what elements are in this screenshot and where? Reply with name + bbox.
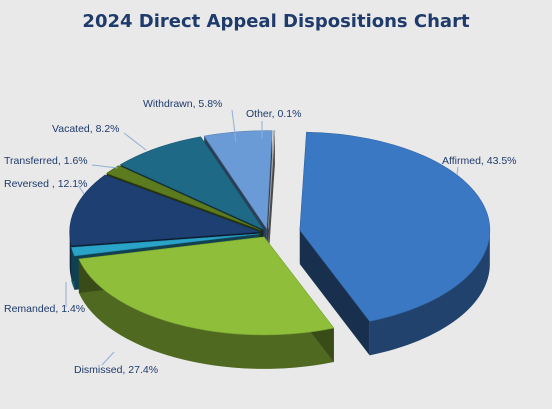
leader-line-affirmed — [456, 166, 459, 176]
pie-slice-remanded — [71, 233, 260, 257]
pie-tops — [69, 130, 491, 336]
data-label-transferred: Transferred, 1.6% — [4, 155, 88, 167]
pie-slice-reversed — [69, 174, 260, 246]
pie-slice-withdrawn — [203, 130, 273, 230]
data-label-remanded: Remanded, 1.4% — [4, 303, 85, 315]
data-label-withdrawn: Withdrawn, 5.8% — [143, 98, 222, 110]
pie-slice-edge-withdrawn — [266, 130, 273, 263]
pie-slice-dismissed — [78, 236, 335, 336]
pie-slice-edge-affirmed — [299, 230, 370, 356]
pie-slice-affirmed — [299, 131, 491, 322]
pie-slice-edge-other — [268, 130, 275, 263]
leader-line-transferred — [91, 164, 119, 169]
pie-slice-other — [267, 130, 276, 229]
data-label-dismissed: Dismissed, 27.4% — [74, 364, 158, 376]
pie-labels: Affirmed, 43.5% Dismissed, 27.4% Remanded,… — [4, 98, 517, 376]
leader-line-dismissed — [101, 351, 115, 366]
data-label-vacated: Vacated, 8.2% — [52, 123, 120, 135]
pie-slice-side-dismissed — [78, 258, 334, 369]
leader-line-reversed — [77, 184, 85, 195]
leader-line-withdrawn — [231, 109, 237, 143]
chart-title: 2024 Direct Appeal Dispositions Chart — [82, 11, 470, 32]
leader-line-vacated — [123, 132, 147, 151]
data-label-reversed: Reversed , 12.1% — [4, 178, 87, 190]
pie-slice-vacated — [119, 136, 265, 231]
pie-slice-side-affirmed — [369, 230, 490, 356]
data-label-affirmed: Affirmed, 43.5% — [442, 155, 517, 167]
pie-slice-transferred — [106, 165, 262, 231]
data-label-other: Other, 0.1% — [246, 108, 301, 120]
